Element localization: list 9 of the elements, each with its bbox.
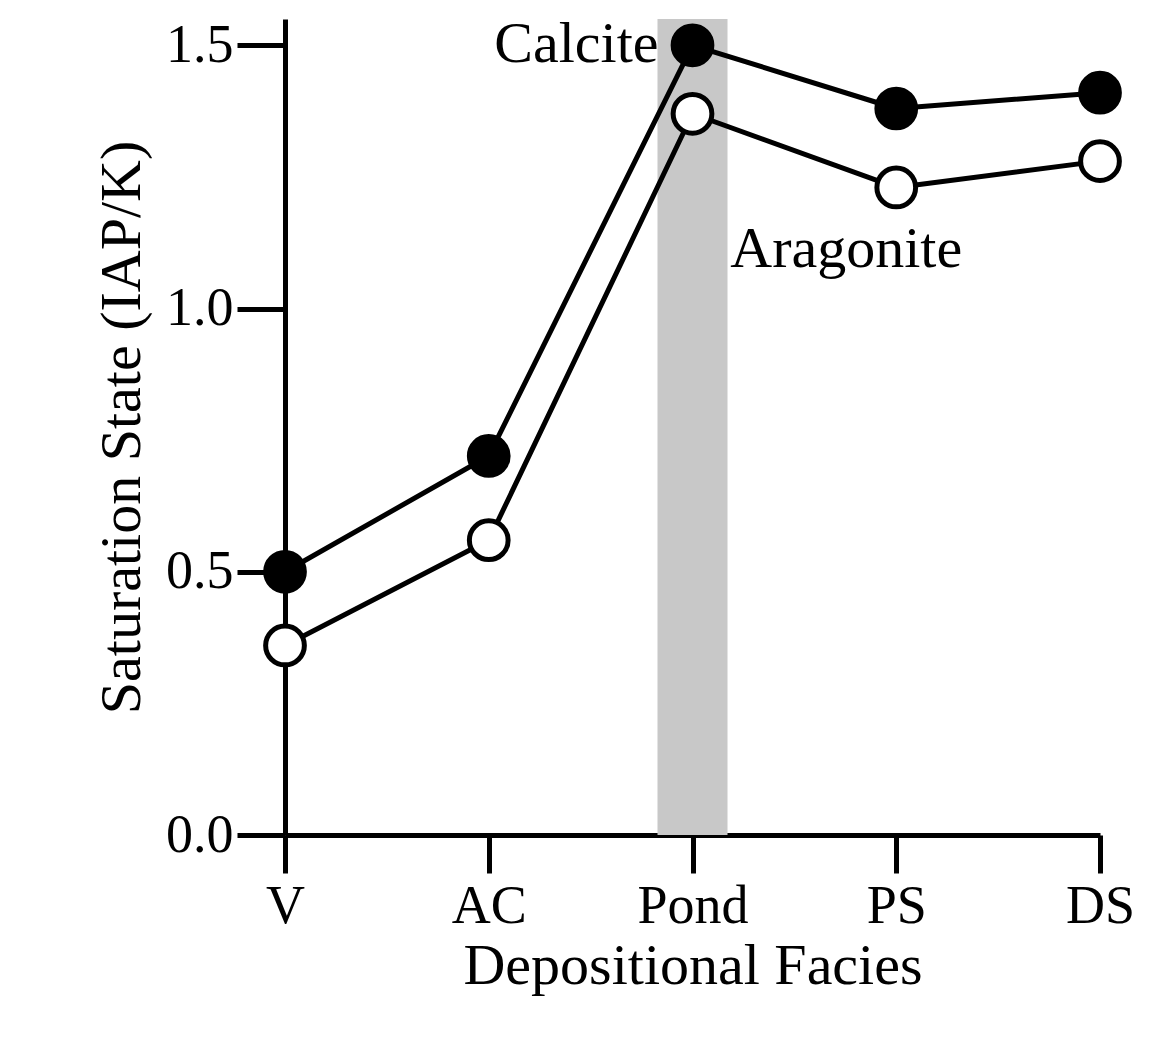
y-tick-label: 1.0	[166, 277, 234, 338]
series-label: Calcite	[494, 10, 659, 76]
x-tick-label: V	[266, 874, 305, 935]
y-tick-label: 0.0	[166, 803, 234, 864]
y-tick-label: 1.5	[166, 13, 234, 74]
x-tick-label: DS	[1065, 874, 1136, 935]
series-label: Aragonite	[730, 215, 963, 281]
y-axis-title: Saturation State (IAP/K)	[88, 140, 153, 715]
y-tick-label: 0.5	[166, 540, 234, 601]
